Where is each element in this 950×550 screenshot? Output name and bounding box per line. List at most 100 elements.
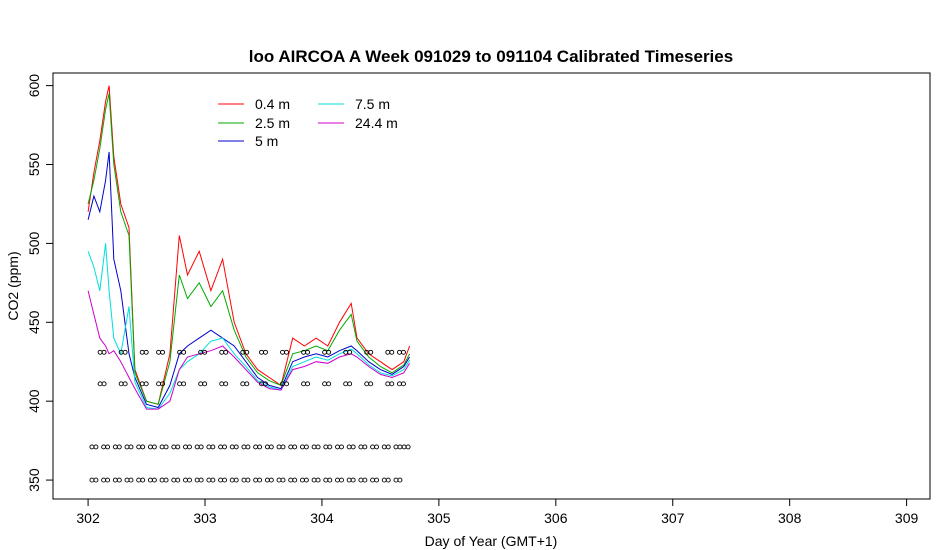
reference-marker [259, 349, 264, 355]
reference-marker [101, 349, 107, 355]
reference-marker [343, 381, 349, 387]
reference-marker [101, 444, 107, 450]
reference-marker [233, 444, 239, 450]
reference-marker [381, 444, 387, 450]
reference-marker [264, 444, 270, 450]
reference-marker [301, 381, 307, 387]
reference-marker [257, 477, 263, 483]
reference-marker [93, 444, 99, 450]
reference-marker [350, 444, 356, 450]
reference-marker [151, 444, 157, 450]
reference-marker [223, 349, 229, 355]
reference-marker [151, 477, 157, 483]
reference-marker [245, 444, 251, 450]
legend-label: 24.4 m [355, 115, 398, 131]
x-tick-label: 302 [76, 510, 100, 526]
reference-marker [385, 381, 391, 387]
reference-marker [159, 444, 165, 450]
reference-marker [374, 477, 380, 483]
reference-marker [198, 381, 204, 387]
reference-marker [210, 477, 216, 483]
series-line-0-4-m [87, 85, 411, 405]
reference-marker [389, 349, 395, 355]
reference-marker [122, 349, 128, 355]
reference-marker [263, 381, 268, 387]
reference-marker [326, 349, 332, 355]
reference-marker [241, 477, 247, 483]
reference-marker [305, 381, 311, 387]
reference-marker [118, 381, 124, 387]
reference-marker [177, 381, 183, 387]
plot-frame [52, 72, 931, 500]
reference-marker [160, 349, 166, 355]
reference-marker [280, 349, 285, 355]
reference-marker [116, 444, 122, 450]
reference-marker [405, 444, 411, 450]
reference-marker [327, 444, 333, 450]
reference-marker [268, 444, 274, 450]
reference-marker [241, 444, 247, 450]
reference-marker [143, 381, 149, 387]
reference-marker [105, 477, 111, 483]
reference-marker [171, 477, 177, 483]
series-lines [87, 85, 411, 410]
reference-marker [229, 477, 235, 483]
reference-marker [326, 381, 332, 387]
x-tick-label: 305 [427, 510, 451, 526]
reference-marker [335, 444, 340, 450]
reference-marker [124, 477, 130, 483]
y-tick-label: 500 [26, 232, 42, 256]
reference-marker [140, 444, 146, 450]
reference-marker [374, 444, 380, 450]
reference-marker [112, 477, 118, 483]
reference-marker [187, 444, 192, 450]
reference-marker [264, 477, 270, 483]
reference-marker [288, 444, 294, 450]
reference-marker [218, 444, 224, 450]
y-axis-label: CO2 (ppm) [5, 251, 21, 320]
reference-marker [194, 477, 200, 483]
reference-marker [280, 477, 286, 483]
x-axis: 302 303 304 305 306 307 308 309 [76, 499, 919, 526]
reference-marker [198, 477, 204, 483]
reference-marker [183, 477, 188, 483]
reference-marker [116, 477, 122, 483]
reference-marker [288, 477, 294, 483]
reference-marker [147, 444, 153, 450]
reference-marker [311, 477, 317, 483]
reference-marker [397, 477, 403, 483]
reference-marker [128, 477, 134, 483]
reference-marker [101, 477, 107, 483]
reference-marker [385, 349, 391, 355]
reference-marker [210, 444, 216, 450]
legend-label: 2.5 m [255, 115, 290, 131]
series-line-5-m [87, 151, 411, 409]
reference-marker [163, 444, 169, 450]
reference-marker [257, 444, 263, 450]
reference-marker [292, 477, 298, 483]
reference-marker [140, 477, 146, 483]
reference-marker [327, 477, 333, 483]
reference-marker [222, 444, 228, 450]
reference-marker [147, 477, 153, 483]
reference-marker [385, 477, 391, 483]
reference-marker [368, 349, 374, 355]
reference-marker [156, 349, 162, 355]
y-tick-label: 450 [26, 310, 42, 334]
x-axis-label: Day of Year (GMT+1) [425, 533, 558, 549]
reference-marker [305, 349, 311, 355]
reference-marker [175, 444, 181, 450]
reference-marker [322, 349, 328, 355]
reference-marker [397, 444, 403, 450]
legend-label: 5 m [255, 133, 278, 149]
reference-marker [339, 444, 344, 450]
reference-marker [303, 444, 309, 450]
reference-marker [299, 477, 305, 483]
reference-marker [299, 444, 305, 450]
reference-marker [175, 477, 181, 483]
reference-marker [187, 477, 192, 483]
reference-marker [358, 444, 364, 450]
reference-marker [347, 349, 353, 355]
reference-marker [218, 477, 224, 483]
